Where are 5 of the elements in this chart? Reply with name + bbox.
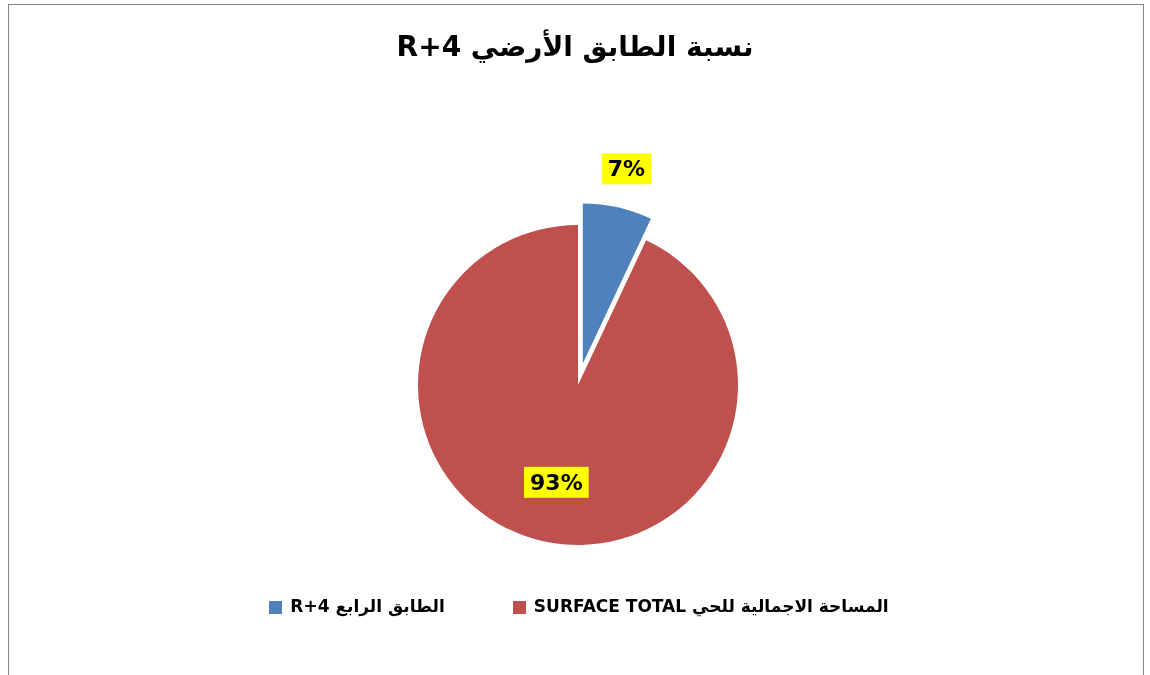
legend-label: الطابق الرابع R+4 xyxy=(290,596,445,616)
chart-title: نسبة الطابق الأرضي R+4 xyxy=(395,30,755,63)
data-label: 93% xyxy=(530,469,583,495)
legend-label: المساحة الاجمالية للحي SURFACE TOTAL xyxy=(533,596,889,616)
data-label: 7% xyxy=(607,156,646,182)
